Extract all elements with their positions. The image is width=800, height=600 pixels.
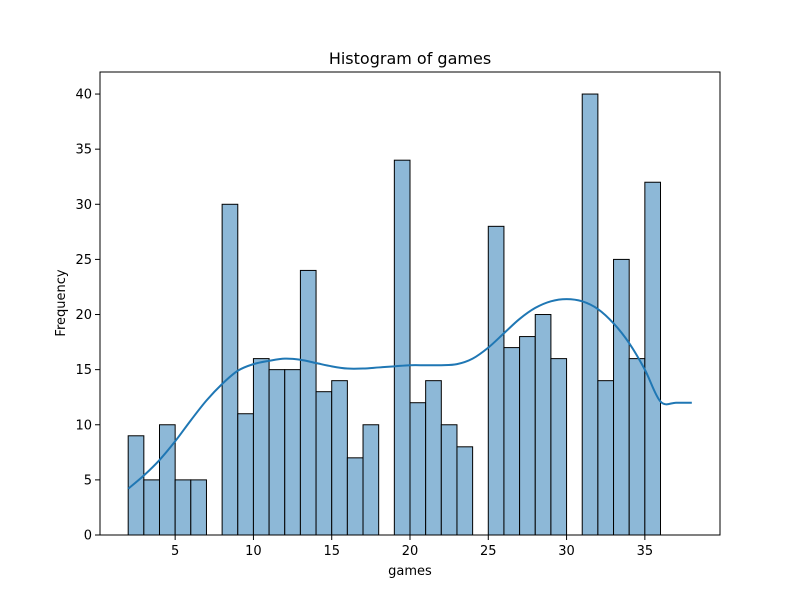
x-tick-label: 15 (323, 544, 340, 559)
x-tick-label: 35 (637, 544, 654, 559)
y-tick-label: 5 (84, 473, 92, 488)
x-tick-label: 10 (245, 544, 262, 559)
histogram-bar-0 (127, 435, 145, 536)
histogram-bar-24 (550, 358, 568, 536)
x-tick-label: 20 (402, 544, 419, 559)
histogram-bar-18 (440, 424, 458, 536)
histogram-bar-27 (613, 258, 630, 536)
histogram-bar-5 (221, 203, 239, 536)
histogram-bar-22 (519, 336, 536, 536)
histogram-bar-29 (644, 181, 662, 536)
histogram-bar-1 (143, 479, 160, 536)
histogram-bar-17 (425, 380, 442, 536)
kde-curve (127, 298, 692, 490)
x-tick-label: 5 (171, 544, 179, 559)
histogram-bar-19 (456, 446, 474, 536)
bars-group (127, 93, 662, 536)
histogram-bar-13 (346, 457, 364, 536)
histogram-bar-16 (409, 402, 427, 536)
histogram-bar-6 (237, 413, 254, 536)
histogram-bar-3 (174, 479, 192, 536)
histogram-bar-14 (362, 424, 380, 536)
y-tick-label: 20 (75, 308, 92, 323)
y-tick-label: 10 (75, 418, 92, 433)
histogram-bar-21 (503, 347, 521, 536)
x-tick-label: 30 (558, 544, 575, 559)
y-tick-label: 30 (75, 198, 92, 213)
x-axis-label: games (388, 564, 432, 579)
histogram-bar-20 (487, 225, 505, 536)
histogram-bar-23 (534, 314, 552, 536)
histogram-bar-12 (331, 380, 348, 536)
histogram-bar-2 (158, 424, 176, 536)
histogram-bar-7 (252, 358, 270, 536)
histogram-bar-8 (268, 369, 286, 536)
x-axis-ticks: 5 10 15 20 25 30 35 (171, 535, 653, 559)
y-tick-label: 0 (84, 529, 92, 544)
y-tick-label: 15 (75, 363, 92, 378)
histogram-bar-26 (597, 380, 615, 536)
histogram-bar-28 (628, 358, 646, 536)
histogram-bar-4 (190, 479, 207, 536)
chart-title: Histogram of games (329, 49, 491, 68)
y-tick-label: 35 (75, 143, 92, 158)
histogram-bar-25 (581, 93, 599, 536)
y-axis-ticks: 0 5 10 15 20 25 30 35 40 (75, 88, 100, 544)
histogram-bar-15 (393, 159, 411, 536)
histogram-bar-9 (284, 369, 301, 536)
histogram-bar-10 (299, 269, 317, 536)
histogram-bar-11 (315, 391, 333, 536)
y-axis-label: Frequency (54, 269, 69, 336)
y-tick-label: 40 (75, 88, 92, 103)
y-tick-label: 25 (75, 253, 92, 268)
x-tick-label: 25 (480, 544, 497, 559)
